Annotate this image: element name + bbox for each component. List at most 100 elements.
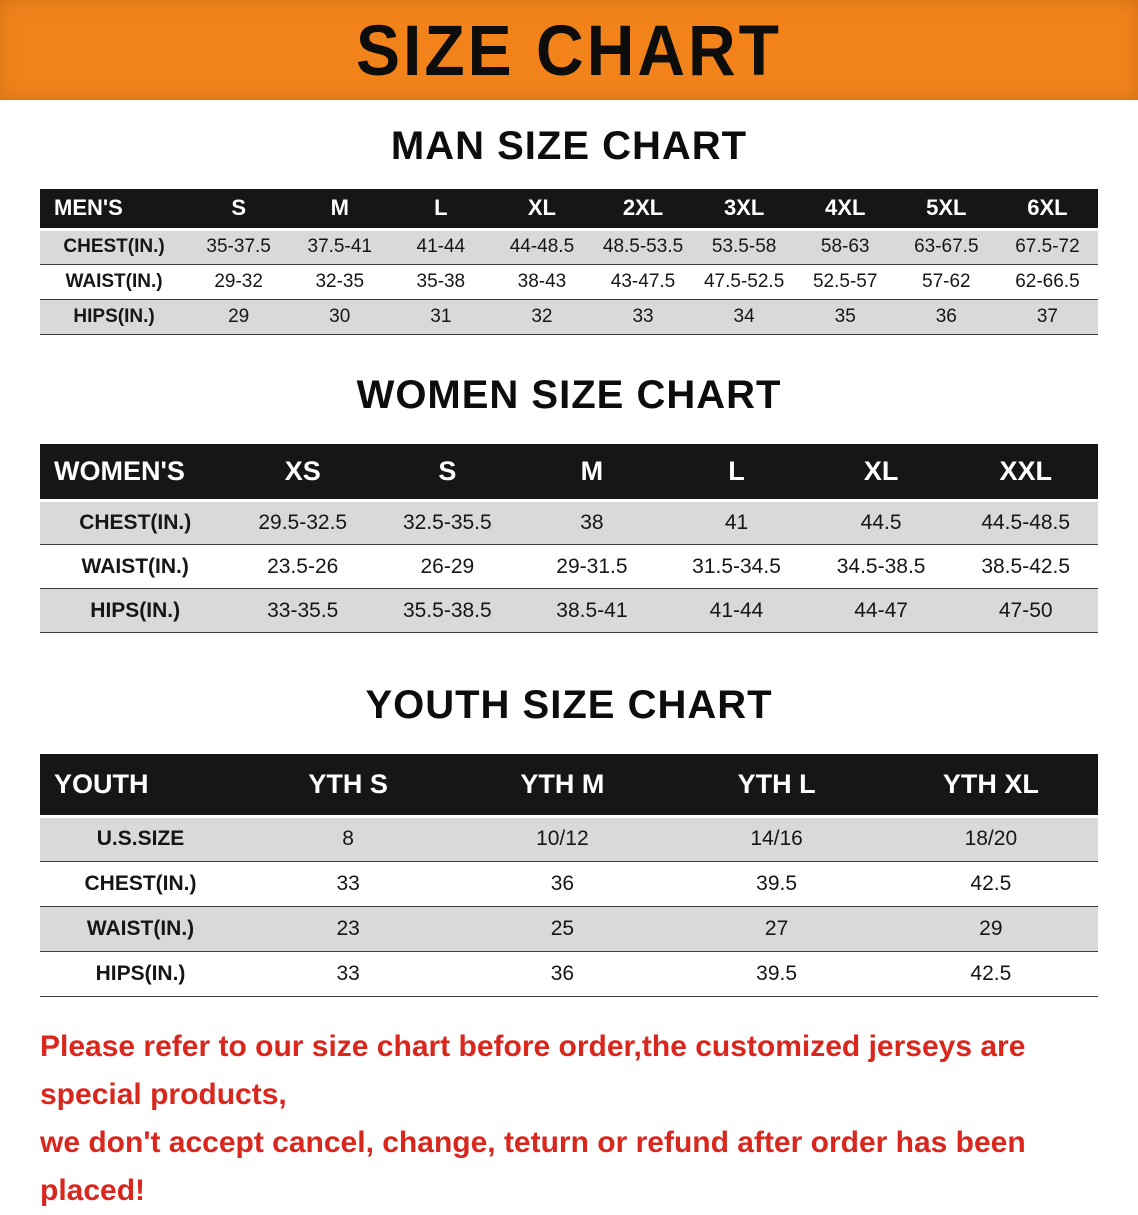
value-cell: 38-43	[491, 263, 593, 300]
value-cell: 39.5	[669, 950, 884, 997]
value-cell: 44.5-48.5	[953, 500, 1098, 545]
value-cell: 47-50	[953, 588, 1098, 633]
size-header-cell: L	[390, 189, 492, 231]
value-cell: 33	[592, 298, 694, 335]
value-cell: 29	[188, 298, 290, 335]
size-header-cell: XXL	[953, 443, 1098, 502]
value-cell: 31	[390, 298, 492, 335]
value-cell: 57-62	[895, 263, 997, 300]
value-cell: 41-44	[664, 588, 809, 633]
value-cell: 26-29	[375, 544, 520, 589]
size-header-cell: XL	[491, 189, 593, 231]
value-cell: 52.5-57	[794, 263, 896, 300]
size-header-cell: S	[188, 189, 290, 231]
value-cell: 31.5-34.5	[664, 544, 809, 589]
youth-chart-heading: YOUTH SIZE CHART	[365, 683, 773, 727]
table-row: CHEST(IN.) 29.5-32.5 32.5-35.5 38 41 44.…	[40, 500, 1098, 545]
table-header-row: WOMEN'S XS S M L XL XXL	[40, 443, 1098, 502]
table-row: WAIST(IN.) 29-32 32-35 35-38 38-43 43-47…	[40, 263, 1098, 300]
value-cell: 27	[669, 905, 884, 952]
row-label: WAIST(IN.)	[40, 905, 242, 952]
table-header-row: YOUTH YTH S YTH M YTH L YTH XL	[40, 754, 1098, 818]
value-cell: 38	[519, 500, 665, 545]
value-cell: 41-44	[390, 228, 492, 265]
value-cell: 33	[241, 950, 456, 997]
size-header-cell: 3XL	[693, 189, 795, 231]
row-label: HIPS(IN.)	[40, 588, 231, 633]
value-cell: 44-48.5	[491, 228, 593, 265]
value-cell: 36	[455, 860, 670, 907]
value-cell: 42.5	[883, 950, 1098, 997]
value-cell: 44.5	[808, 500, 954, 545]
value-cell: 38.5-42.5	[953, 544, 1098, 589]
value-cell: 25	[455, 905, 670, 952]
value-cell: 29	[883, 905, 1098, 952]
value-cell: 34	[693, 298, 795, 335]
value-cell: 44-47	[808, 588, 954, 633]
size-header-cell: L	[664, 443, 809, 502]
value-cell: 42.5	[883, 860, 1098, 907]
row-label: WAIST(IN.)	[40, 263, 189, 300]
value-cell: 48.5-53.5	[592, 228, 694, 265]
value-cell: 10/12	[455, 815, 670, 862]
size-header-cell: S	[375, 443, 520, 502]
row-label: CHEST(IN.)	[40, 860, 242, 907]
value-cell: 18/20	[883, 815, 1098, 862]
row-label: U.S.SIZE	[40, 815, 242, 862]
youth-table-label: YOUTH	[40, 754, 242, 818]
women-table-label: WOMEN'S	[40, 443, 231, 502]
value-cell: 38.5-41	[519, 588, 665, 633]
size-header-cell: XL	[808, 443, 954, 502]
row-label: WAIST(IN.)	[40, 544, 231, 589]
value-cell: 32-35	[289, 263, 391, 300]
value-cell: 35-38	[390, 263, 492, 300]
value-cell: 32	[491, 298, 593, 335]
table-row: WAIST(IN.) 23 25 27 29	[40, 905, 1098, 952]
page-title: SIZE CHART	[356, 10, 782, 90]
row-label: HIPS(IN.)	[40, 298, 189, 335]
disclaimer-line-2: we don't accept cancel, change, teturn o…	[40, 1125, 1026, 1207]
value-cell: 47.5-52.5	[693, 263, 795, 300]
value-cell: 29-32	[188, 263, 290, 300]
disclaimer-line-1: Please refer to our size chart before or…	[40, 1029, 1026, 1111]
value-cell: 32.5-35.5	[375, 500, 520, 545]
table-row: CHEST(IN.) 33 36 39.5 42.5	[40, 860, 1098, 907]
table-row: WAIST(IN.) 23.5-26 26-29 29-31.5 31.5-34…	[40, 544, 1098, 589]
table-row: CHEST(IN.) 35-37.5 37.5-41 41-44 44-48.5…	[40, 228, 1098, 265]
table-header-row: MEN'S S M L XL 2XL 3XL 4XL 5XL 6XL	[40, 189, 1098, 231]
table-row: U.S.SIZE 8 10/12 14/16 18/20	[40, 815, 1098, 862]
men-table-label: MEN'S	[40, 189, 189, 231]
size-header-cell: M	[289, 189, 391, 231]
value-cell: 29.5-32.5	[230, 500, 376, 545]
value-cell: 36	[455, 950, 670, 997]
row-label: CHEST(IN.)	[40, 500, 231, 545]
row-label: CHEST(IN.)	[40, 228, 189, 265]
size-chart-banner: SIZE CHART	[0, 0, 1138, 100]
table-row: HIPS(IN.) 33 36 39.5 42.5	[40, 950, 1098, 997]
size-header-cell: M	[519, 443, 665, 502]
size-header-cell: YTH XL	[883, 754, 1098, 818]
value-cell: 35-37.5	[188, 228, 290, 265]
size-header-cell: 5XL	[895, 189, 997, 231]
value-cell: 14/16	[669, 815, 884, 862]
value-cell: 62-66.5	[996, 263, 1098, 300]
disclaimer-text: Please refer to our size chart before or…	[40, 1023, 1100, 1215]
value-cell: 43-47.5	[592, 263, 694, 300]
value-cell: 58-63	[794, 228, 896, 265]
size-header-cell: YTH S	[241, 754, 456, 818]
value-cell: 29-31.5	[519, 544, 665, 589]
size-header-cell: 2XL	[592, 189, 694, 231]
value-cell: 30	[289, 298, 391, 335]
size-header-cell: 6XL	[996, 189, 1098, 231]
value-cell: 36	[895, 298, 997, 335]
value-cell: 63-67.5	[895, 228, 997, 265]
value-cell: 33-35.5	[230, 588, 376, 633]
value-cell: 37.5-41	[289, 228, 391, 265]
value-cell: 8	[241, 815, 456, 862]
size-header-cell: YTH M	[455, 754, 670, 818]
value-cell: 41	[664, 500, 809, 545]
size-header-cell: 4XL	[794, 189, 896, 231]
value-cell: 37	[996, 298, 1098, 335]
value-cell: 35	[794, 298, 896, 335]
value-cell: 39.5	[669, 860, 884, 907]
